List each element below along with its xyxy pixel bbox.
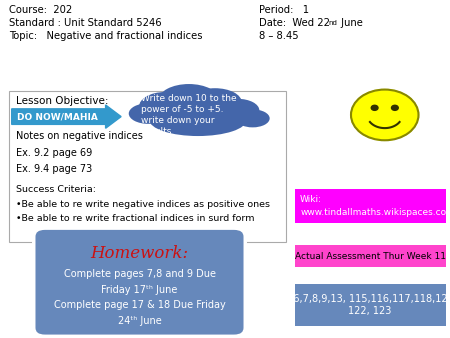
FancyBboxPatch shape [295, 245, 446, 267]
Text: Lesson Objective:: Lesson Objective: [16, 96, 108, 106]
Text: Write down 10 to the
power of -5 to +5.
write down your
results: Write down 10 to the power of -5 to +5. … [141, 94, 237, 136]
Text: •Be able to re write fractional indices in surd form: •Be able to re write fractional indices … [16, 214, 254, 223]
Text: DO NOW/MAHIA: DO NOW/MAHIA [17, 112, 98, 121]
Text: Date:  Wed 22: Date: Wed 22 [259, 18, 330, 28]
Text: Ex. 9.2 page 69: Ex. 9.2 page 69 [16, 148, 92, 158]
Text: Course:  202: Course: 202 [9, 5, 72, 15]
Circle shape [392, 105, 398, 110]
FancyBboxPatch shape [9, 91, 286, 242]
Text: •Be able to re write negative indices as positive ones: •Be able to re write negative indices as… [16, 200, 270, 209]
Ellipse shape [158, 84, 219, 116]
Text: Actual Assessment Thur Week 11: Actual Assessment Thur Week 11 [295, 251, 446, 261]
Ellipse shape [188, 88, 242, 117]
Text: nd: nd [328, 20, 338, 26]
Ellipse shape [236, 110, 270, 127]
Text: Success Criteria:: Success Criteria: [16, 185, 96, 194]
FancyBboxPatch shape [34, 228, 245, 336]
FancyBboxPatch shape [295, 189, 446, 223]
Text: Standard : Unit Standard 5246: Standard : Unit Standard 5246 [9, 18, 162, 28]
Ellipse shape [149, 104, 247, 136]
Text: Wiki:
www.tindallmaths.wikispaces.com: Wiki: www.tindallmaths.wikispaces.com [300, 195, 450, 217]
Text: Notes on negative indices: Notes on negative indices [16, 131, 143, 142]
Text: Complete page 17 & 18 Due Friday: Complete page 17 & 18 Due Friday [54, 300, 225, 311]
Text: 5,6,7,8,9,13, 115,116,117,118,121,
122, 123: 5,6,7,8,9,13, 115,116,117,118,121, 122, … [284, 294, 450, 316]
Ellipse shape [129, 103, 167, 124]
Text: June: June [338, 18, 362, 28]
Text: 24ᵗʰ June: 24ᵗʰ June [117, 316, 162, 327]
Text: Topic:   Negative and fractional indices: Topic: Negative and fractional indices [9, 31, 202, 41]
Circle shape [371, 105, 378, 110]
FancyBboxPatch shape [295, 284, 446, 326]
Ellipse shape [139, 92, 190, 121]
FancyBboxPatch shape [12, 105, 121, 128]
Text: Friday 17ᵗʰ June: Friday 17ᵗʰ June [101, 285, 178, 295]
Text: Period:   1: Period: 1 [259, 5, 309, 15]
Text: Complete pages 7,8 and 9 Due: Complete pages 7,8 and 9 Due [63, 269, 216, 279]
Text: Homework:: Homework: [90, 245, 189, 262]
Circle shape [351, 90, 418, 140]
Text: Ex. 9.4 page 73: Ex. 9.4 page 73 [16, 164, 92, 174]
Ellipse shape [216, 99, 259, 122]
Text: 8 – 8.45: 8 – 8.45 [259, 31, 298, 41]
